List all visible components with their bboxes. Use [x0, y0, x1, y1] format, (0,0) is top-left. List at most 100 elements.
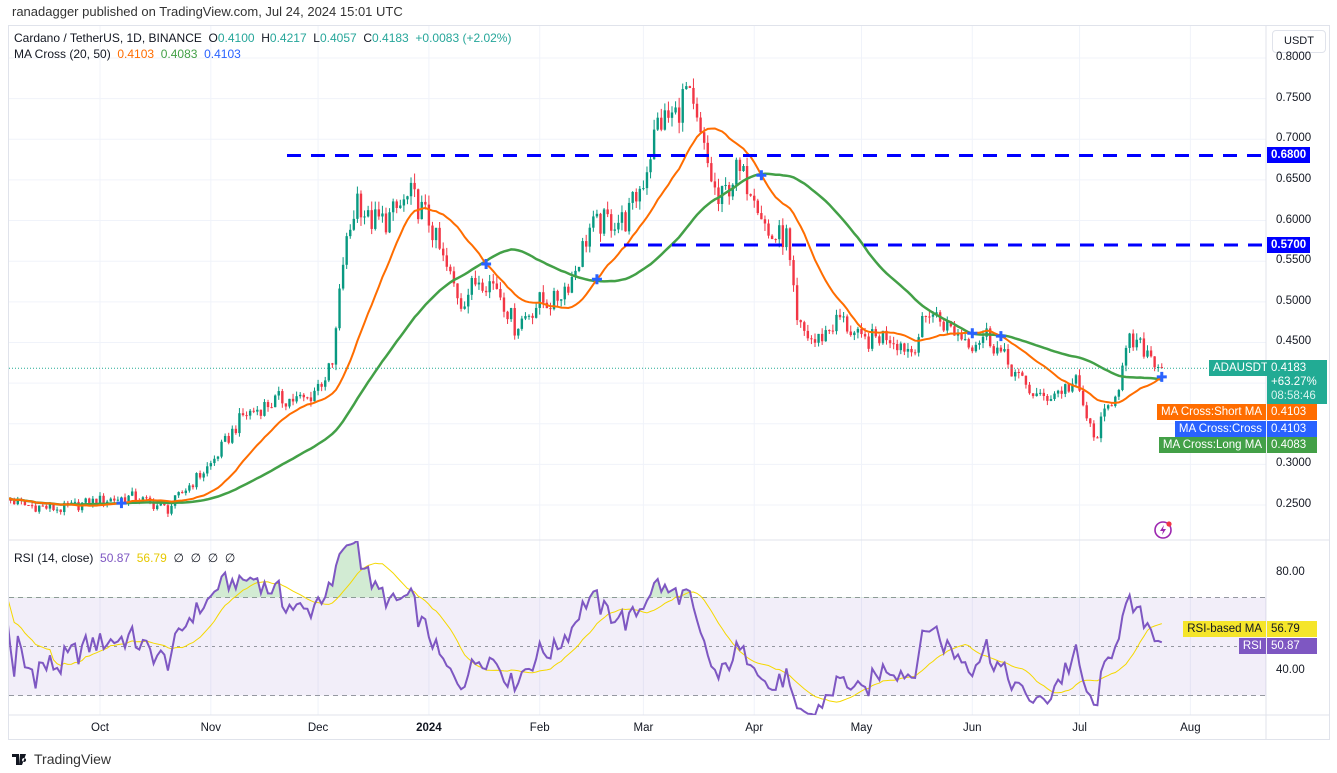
candle: [1074, 373, 1078, 388]
candle: [377, 201, 381, 220]
candle: [1017, 368, 1020, 379]
rsi-pane[interactable]: [0, 524, 1266, 715]
candle-body: [831, 330, 835, 332]
candle: [495, 276, 499, 290]
candle-body: [399, 205, 402, 208]
candle-body: [299, 394, 302, 397]
candle-body: [638, 188, 642, 202]
candle-body: [449, 266, 452, 272]
candle: [306, 396, 309, 400]
candle: [677, 97, 681, 134]
ma-cross-marker: [481, 259, 492, 270]
level-label-high: 0.6800: [1267, 147, 1311, 163]
candle-body: [1110, 405, 1113, 407]
candle: [981, 330, 985, 349]
price-pane[interactable]: [0, 78, 1266, 517]
candle-body: [899, 343, 902, 351]
candle: [245, 411, 248, 420]
candle: [674, 101, 677, 115]
candle-body: [302, 394, 305, 398]
symbol-label: ADAUSDT: [1209, 360, 1272, 376]
candle: [774, 238, 777, 243]
candle: [449, 264, 452, 275]
candle-body: [559, 299, 563, 301]
ma-cross-title[interactable]: MA Cross (20, 50): [14, 47, 111, 61]
candle-body: [978, 342, 981, 345]
candle-body: [463, 306, 466, 309]
rsi-ma-label: 56.79: [1267, 621, 1317, 637]
candle: [231, 425, 234, 445]
candle: [499, 282, 502, 301]
candle-body: [670, 112, 674, 118]
candle-body: [1060, 390, 1063, 394]
currency-button[interactable]: USDT: [1272, 30, 1326, 53]
candle: [574, 265, 577, 281]
candle-body: [645, 172, 649, 189]
candle: [416, 188, 420, 224]
candle: [999, 345, 1003, 353]
candle-body: [760, 213, 763, 220]
candle: [467, 288, 470, 314]
candle-body: [309, 397, 313, 402]
candle: [974, 341, 978, 353]
candle: [327, 362, 330, 383]
rsi-title[interactable]: RSI (14, close): [14, 551, 94, 565]
candle-body: [316, 383, 320, 391]
candle: [917, 333, 920, 357]
candle-body: [152, 501, 155, 510]
candle-body: [713, 181, 717, 188]
candle-body: [1146, 350, 1149, 357]
candle-body: [613, 229, 616, 231]
alert-icon[interactable]: [1154, 521, 1172, 539]
candle: [241, 408, 245, 417]
candle-body: [324, 380, 327, 387]
candle: [670, 106, 674, 127]
candle-body: [55, 509, 59, 511]
candle-body: [213, 458, 216, 464]
candle: [356, 186, 359, 223]
candle-body: [1089, 418, 1092, 424]
candle-body: [774, 239, 777, 241]
candle-body: [878, 336, 881, 344]
candle: [799, 319, 802, 328]
candle: [888, 335, 892, 349]
candle-body: [84, 498, 87, 503]
price-tick: 0.3000: [1276, 457, 1312, 470]
candle-body: [1096, 437, 1099, 439]
candle-body: [370, 210, 373, 229]
candle-body: [484, 290, 488, 293]
candle-body: [1092, 423, 1096, 438]
candle: [899, 341, 902, 355]
symbol-title[interactable]: Cardano / TetherUS, 1D, BINANCE: [14, 31, 202, 45]
candle-body: [763, 219, 767, 224]
candle-body: [688, 86, 692, 88]
candle-body: [903, 343, 906, 352]
candle: [248, 408, 252, 420]
candle-body: [1006, 349, 1010, 365]
candle-body: [1157, 366, 1160, 368]
candle: [302, 393, 305, 402]
tradingview-logo[interactable]: TradingView: [12, 751, 111, 767]
candle: [1042, 388, 1045, 401]
candle-body: [202, 473, 205, 478]
candle-body: [635, 191, 638, 202]
candle: [835, 309, 838, 335]
candle-body: [431, 225, 434, 241]
candle-body: [284, 403, 288, 407]
candle-body: [921, 315, 924, 338]
candle: [263, 399, 266, 417]
candle: [295, 391, 298, 404]
candle: [34, 503, 37, 513]
candle: [345, 232, 348, 269]
candle-body: [1085, 405, 1088, 419]
candle-body: [470, 277, 473, 295]
candle: [781, 218, 785, 255]
candle: [692, 78, 695, 110]
candle: [971, 345, 974, 354]
candle: [1056, 389, 1060, 398]
candle: [717, 178, 720, 212]
candle-body: [327, 363, 330, 381]
candle-body: [209, 463, 213, 467]
candle: [963, 333, 967, 341]
